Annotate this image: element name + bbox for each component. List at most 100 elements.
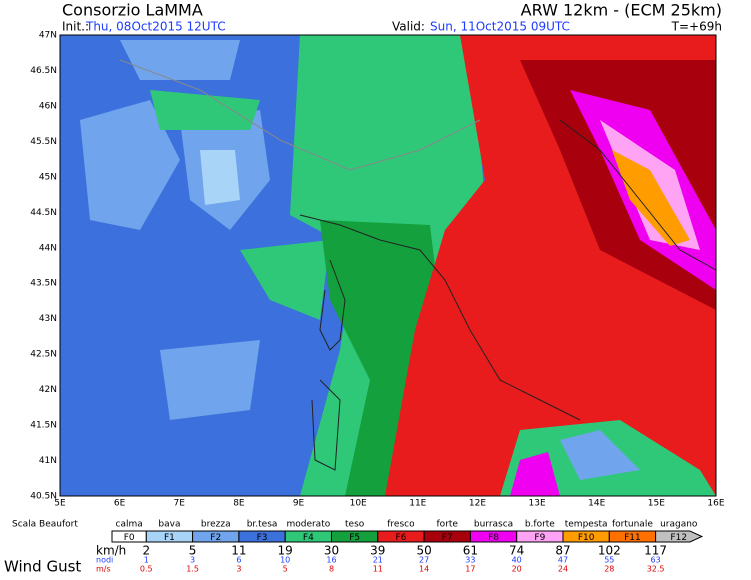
legend-knots: 55 xyxy=(604,556,614,565)
coastline xyxy=(311,379,341,471)
lon-label: 14E xyxy=(588,499,605,509)
legend-knots: 21 xyxy=(373,556,383,565)
legend-ms: 28 xyxy=(604,565,614,574)
lat-label: 42N xyxy=(39,385,57,395)
legend-ms: 14 xyxy=(419,565,429,574)
legend-kmh: 117 xyxy=(644,544,667,558)
legend-knots: 1 xyxy=(144,556,149,565)
init-label: Init.: xyxy=(62,20,89,34)
field xyxy=(240,240,330,320)
legend-code: F9 xyxy=(534,533,545,543)
knots-label: nodi xyxy=(96,556,113,565)
legend-title: Wind Gust xyxy=(4,558,81,576)
legend-ms: 32.5 xyxy=(647,565,665,574)
legend-kmh: 30 xyxy=(324,544,339,558)
legend-code: F0 xyxy=(124,533,135,543)
legend-knots: 27 xyxy=(419,556,429,565)
coastline xyxy=(319,259,346,351)
legend-name: moderato xyxy=(286,520,330,530)
legend-code: F7 xyxy=(442,533,453,543)
legend-ms: 5 xyxy=(283,565,288,574)
lon-label: 15E xyxy=(648,499,665,509)
legend-name: calma xyxy=(116,520,143,530)
legend-knots: 3 xyxy=(190,556,195,565)
legend-code: F11 xyxy=(624,533,641,543)
legend-knots: 33 xyxy=(465,556,475,565)
legend-code: F1 xyxy=(164,533,175,543)
coastline xyxy=(299,214,581,421)
valid-label: Valid: xyxy=(392,20,425,34)
field xyxy=(560,430,640,480)
legend-ms: 20 xyxy=(512,565,522,574)
legend-code: F8 xyxy=(488,533,499,543)
lon-label: 8E xyxy=(233,499,245,509)
field xyxy=(120,40,240,80)
legend-name: fortunale xyxy=(612,520,653,530)
lon-label: 7E xyxy=(174,499,186,509)
lon-label: 11E xyxy=(409,499,426,509)
legend-name: tempesta xyxy=(565,520,608,530)
lon-label: 13E xyxy=(529,499,546,509)
legend-code: F5 xyxy=(349,533,360,543)
lat-label: 45N xyxy=(39,172,57,182)
legend-kmh: 5 xyxy=(189,544,197,558)
legend-kmh: 39 xyxy=(370,544,385,558)
legend-ms: 1.5 xyxy=(186,565,199,574)
lon-label: 16E xyxy=(707,499,724,509)
legend-ms: 0.5 xyxy=(140,565,153,574)
lat-label: 46N xyxy=(39,101,57,111)
map-frame xyxy=(59,34,717,497)
lon-label: 9E xyxy=(293,499,305,509)
lat-label: 43N xyxy=(39,314,57,324)
field xyxy=(80,100,180,230)
legend-name: bava xyxy=(158,520,180,530)
legend-code: F3 xyxy=(257,533,268,543)
legend-name: uragano xyxy=(660,520,698,530)
field xyxy=(612,150,690,246)
valid-time: Sun, 11Oct2015 09UTC xyxy=(430,20,570,34)
legend-code: F6 xyxy=(395,533,406,543)
lat-label: 41N xyxy=(39,456,57,466)
legend-kmh: 19 xyxy=(278,544,293,558)
legend-code: F10 xyxy=(578,533,595,543)
legend-swatch xyxy=(655,530,704,543)
lat-label: 44N xyxy=(39,243,57,253)
lead-time: T=+69h xyxy=(671,20,722,34)
legend-knots: 47 xyxy=(558,556,568,565)
legend-kmh: 61 xyxy=(463,544,478,558)
legend-ms: 3 xyxy=(236,565,241,574)
legend-name: br.tesa xyxy=(247,520,278,530)
legend-knots: 40 xyxy=(512,556,522,565)
coastline xyxy=(559,119,717,271)
init-time: Thu, 08Oct2015 12UTC xyxy=(85,20,226,34)
legend-knots: 6 xyxy=(236,556,241,565)
legend-ms: 11 xyxy=(373,565,383,574)
legend-kmh: 74 xyxy=(509,544,524,558)
lat-label: 46.5N xyxy=(30,66,57,76)
field xyxy=(160,340,260,420)
kmh-label: km/h xyxy=(96,544,126,558)
lat-label: 41.5N xyxy=(30,421,57,431)
field xyxy=(510,452,560,496)
lon-label: 10E xyxy=(350,499,367,509)
legend-code: F12 xyxy=(670,533,687,543)
legend-name: teso xyxy=(345,520,365,530)
legend-name: brezza xyxy=(201,520,231,530)
legend-name: fresco xyxy=(387,520,415,530)
legend-kmh: 102 xyxy=(598,544,621,558)
lon-label: 5E xyxy=(54,499,66,509)
field xyxy=(150,90,260,130)
legend-name: b.forte xyxy=(525,520,555,530)
legend-knots: 63 xyxy=(651,556,661,565)
ms-label: m/s xyxy=(96,565,111,574)
lat-label: 42.5N xyxy=(30,350,57,360)
lat-label: 45.5N xyxy=(30,137,57,147)
legend-ms: 8 xyxy=(329,565,334,574)
legend-kmh: 11 xyxy=(231,544,246,558)
lon-label: 12E xyxy=(469,499,486,509)
legend-name: burrasca xyxy=(474,520,513,530)
lat-label: 44.5N xyxy=(30,208,57,218)
legend-name: forte xyxy=(437,520,459,530)
legend-kmh: 50 xyxy=(416,544,431,558)
legend-knots: 16 xyxy=(326,556,336,565)
